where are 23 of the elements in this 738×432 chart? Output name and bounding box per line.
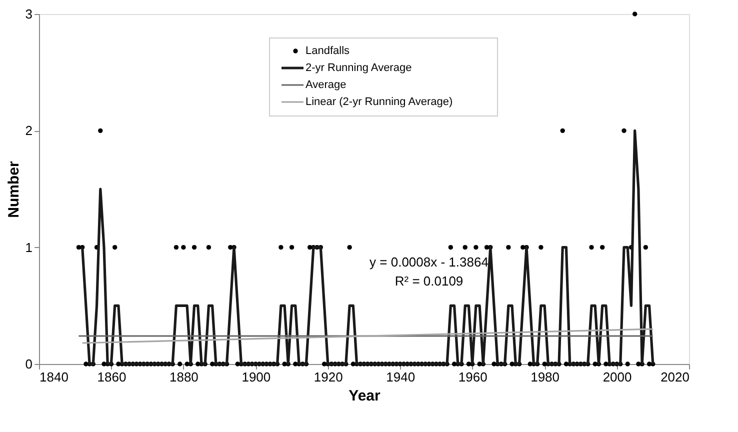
x-tick-label: 1920 <box>314 370 343 384</box>
legend-label: Linear (2-yr Running Average) <box>306 96 453 108</box>
x-tick-label: 1860 <box>97 370 126 384</box>
annotation: y = 0.0008x - 1.3864 <box>370 254 488 270</box>
annotation: R² = 0.0109 <box>394 274 464 288</box>
x-tick-label: 1940 <box>386 370 416 384</box>
legend-label: 2-yr Running Average <box>306 62 412 74</box>
x-tick-label: 1980 <box>530 370 560 384</box>
x-tick-label: 1960 <box>458 370 488 384</box>
legend-label: Landfalls <box>306 45 350 57</box>
x-tick-label: 1900 <box>242 370 271 384</box>
x-tick-label: 2020 <box>660 370 690 384</box>
x-tick-label: 2000 <box>602 370 632 384</box>
x-tick-label: 1840 <box>40 370 68 384</box>
y-axis-title: Number <box>5 161 22 218</box>
y-tick-label: 0 <box>25 356 32 372</box>
x-axis-title: Year <box>348 388 381 404</box>
x-tick-label: 1880 <box>169 370 198 384</box>
line-series <box>81 129 654 366</box>
legend-label: Average <box>306 79 346 91</box>
y-tick-label: 2 <box>25 123 32 138</box>
y-tick-label: 1 <box>25 240 32 255</box>
y-tick-label: 3 <box>25 6 32 22</box>
